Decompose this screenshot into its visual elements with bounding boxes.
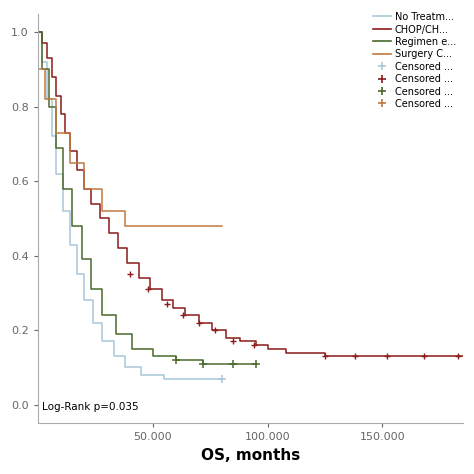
Text: Log-Rank p=0.035: Log-Rank p=0.035 [43, 402, 139, 412]
X-axis label: OS, months: OS, months [201, 448, 300, 463]
Legend: No Treatm..., CHOP/CH..., Regimen e..., Surgery C..., Censored ..., Censored ...: No Treatm..., CHOP/CH..., Regimen e..., … [372, 10, 458, 111]
